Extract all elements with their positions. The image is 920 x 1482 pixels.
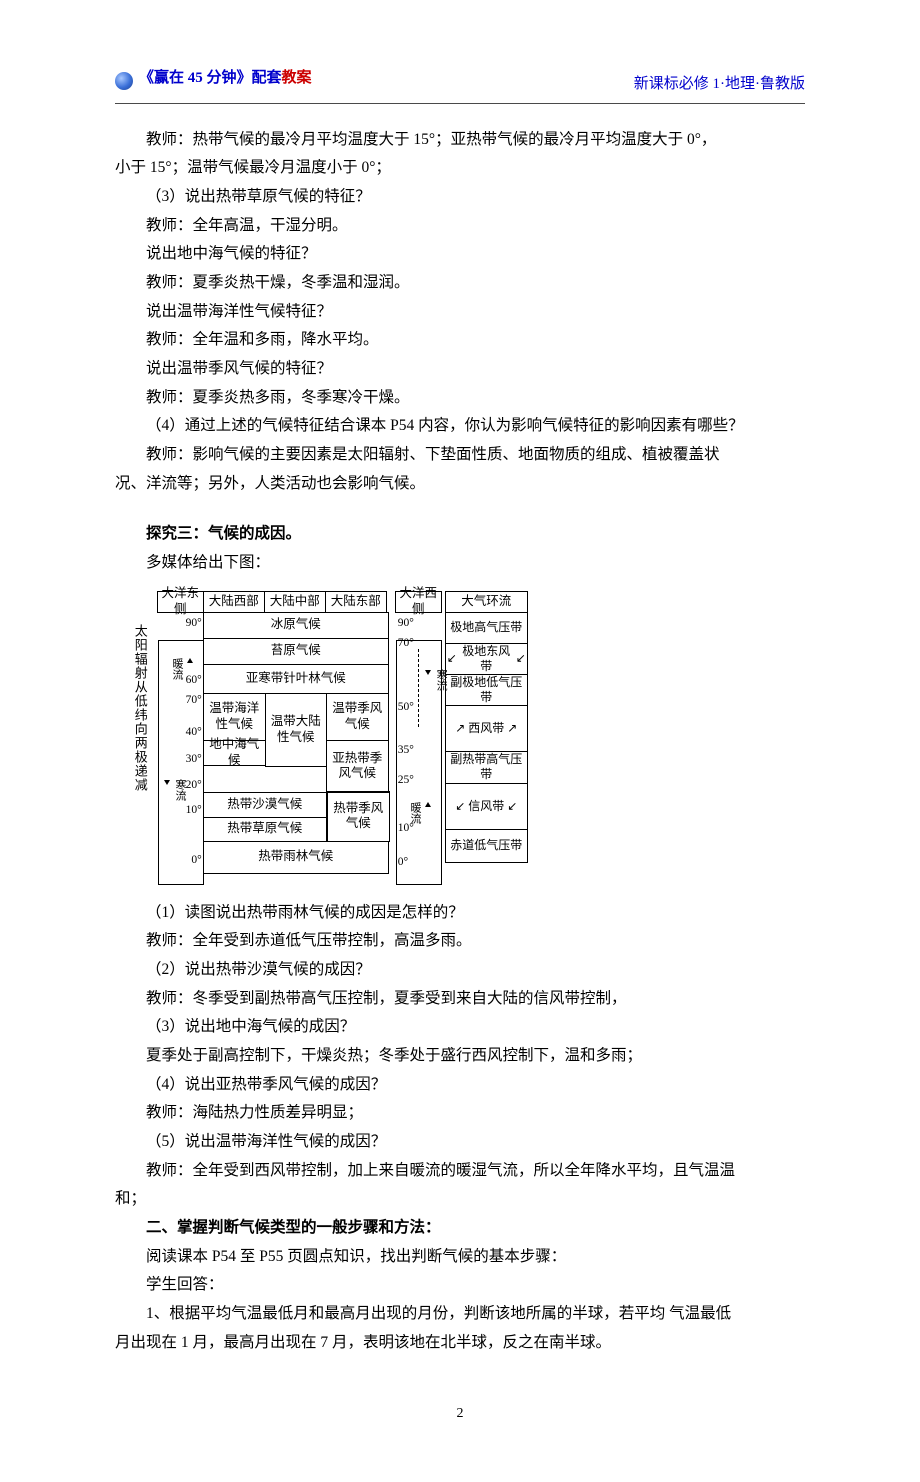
zone-ice: 冰原气候	[203, 612, 389, 639]
body-line: 教师：夏季炎热干燥，冬季温和湿润。	[115, 269, 805, 298]
header-divider	[115, 103, 805, 104]
body-line: 况、洋流等；另外，人类活动也会影响气候。	[115, 470, 805, 499]
body-line: （4）通过上述的气候特征结合课本 P54 内容，你认为影响气候特征的影响因素有哪…	[115, 412, 805, 441]
globe-icon	[115, 72, 133, 90]
circ-westerly: ↗ 西风带 ↗	[445, 705, 528, 752]
cold-current-label: 寒流	[425, 669, 457, 691]
qa-line: （5）说出温带海洋性气候的成因？	[115, 1128, 805, 1157]
lat-10: 10°	[186, 800, 202, 821]
lat-r-25: 25°	[398, 770, 414, 791]
hdr-ocean-east: 大洋东侧	[157, 591, 204, 613]
col-ocean-west: 大洋西侧 90° 70° 寒流 暖流 50° 35° 25° 10° 0°	[396, 592, 442, 885]
header-left: 《赢在 45 分钟》配套教案	[115, 65, 312, 93]
inquiry3-title: 探究三：气候的成因。	[115, 520, 805, 549]
inquiry3-sub: 多媒体给出下图：	[115, 549, 805, 578]
solar-radiation-label: 太阳辐射从低纬向两极递减	[128, 592, 152, 885]
col-land: 大陆西部 大陆中部 大陆东部 冰原气候 苔原气候 亚寒带针叶林气候 温带海洋性气…	[204, 592, 390, 885]
zone-savanna: 热带草原气候	[203, 817, 327, 842]
zone-tundra: 苔原气候	[203, 638, 389, 665]
zone-subarctic: 亚寒带针叶林气候	[203, 664, 389, 694]
qa-line: 教师：冬季受到副热带高气压控制，夏季受到来自大陆的信风带控制，	[115, 985, 805, 1014]
qa-line: 教师：全年受到赤道低气压带控制，高温多雨。	[115, 927, 805, 956]
body-line: 说出温带季风气候的特征？	[115, 355, 805, 384]
circ-subtr-high: 副热带高气压带	[445, 751, 528, 784]
circ-polar-high: 极地高气压带	[445, 612, 528, 644]
zone-temp-con: 温带大陆性气候	[265, 693, 327, 767]
lat-r-0: 0°	[398, 852, 408, 873]
section2-line: 学生回答：	[115, 1271, 805, 1300]
zone-desert: 热带沙漠气候	[203, 792, 327, 818]
section2-line: 阅读课本 P54 至 P55 页圆点知识，找出判断气候的基本步骤：	[115, 1243, 805, 1272]
section2-title: 二、掌握判断气候类型的一般步骤和方法：	[115, 1214, 805, 1243]
hdr-west: 大陆西部	[203, 591, 265, 613]
section2-tail: 月出现在 1 月，最高月出现在 7 月，表明该地在北半球，反之在南半球。	[115, 1329, 805, 1358]
lat-60: 60°	[186, 670, 202, 691]
header-right: 新课标必修 1·地理·鲁教版	[634, 71, 805, 99]
hdr-mid: 大陆中部	[264, 591, 326, 613]
body-line: 教师：全年温和多雨，降水平均。	[115, 326, 805, 355]
body-line: 教师：夏季炎热多雨，冬季寒冷干燥。	[115, 384, 805, 413]
page-number: 2	[115, 1401, 805, 1427]
zone-temp-mon: 温带季风气候	[326, 693, 389, 741]
body-line: 教师：全年高温，干湿分明。	[115, 212, 805, 241]
diagram-inner: 太阳辐射从低纬向两极递减 大洋东侧 90° 暖流 70° 寒流 60° 40° …	[128, 592, 793, 885]
body-line: 教师：影响气候的主要因素是太阳辐射、下垫面性质、地面物质的组成、植被覆盖状	[115, 441, 805, 470]
lat-r-50: 50°	[398, 697, 414, 718]
zone-temp-oce: 温带海洋性气候	[203, 693, 266, 741]
circ-eq-low: 赤道低气压带	[445, 829, 528, 863]
col-circulation: 大气环流 极地高气压带 ↙极地东风带↙ 副极地低气压带 ↗ 西风带 ↗ 副热带高…	[446, 592, 528, 885]
circ-polar-east: ↙极地东风带↙	[445, 643, 528, 675]
zone-trop-mon: 热带季风气候	[327, 791, 390, 842]
page-header: 《赢在 45 分钟》配套教案 新课标必修 1·地理·鲁教版	[115, 65, 805, 99]
header-left-red: 教案	[282, 65, 312, 93]
zone-med: 地中海气候	[203, 740, 266, 766]
lat-0: 0°	[191, 850, 201, 871]
qa-line: 夏季处于副高控制下，干燥炎热；冬季处于盛行西风控制下，温和多雨；	[115, 1042, 805, 1071]
qa-line: 教师：全年受到西风带控制，加上来自暖流的暖湿气流，所以全年降水平均，且气温温	[115, 1157, 805, 1186]
body-line: 教师：热带气候的最冷月平均温度大于 15°；亚热带气候的最冷月平均温度大于 0°…	[115, 126, 805, 155]
lat-r-35: 35°	[398, 740, 414, 761]
body-line: 说出温带海洋性气候特征？	[115, 298, 805, 327]
hdr-east: 大陆东部	[325, 591, 387, 613]
qa-line: （4）说出亚热带季风气候的成因？	[115, 1071, 805, 1100]
lat-30: 30°	[186, 749, 202, 770]
qa-line: （1）读图说出热带雨林气候的成因是怎样的？	[115, 899, 805, 928]
ocean-west-cold: 寒流	[396, 640, 442, 743]
climate-diagram: 太阳辐射从低纬向两极递减 大洋东侧 90° 暖流 70° 寒流 60° 40° …	[115, 592, 805, 885]
lat-20: 20°	[186, 775, 202, 796]
dash-line-icon	[418, 649, 419, 727]
body-line: （3）说出热带草原气候的特征？	[115, 183, 805, 212]
page: 《赢在 45 分钟》配套教案 新课标必修 1·地理·鲁教版 教师：热带气候的最冷…	[0, 0, 920, 1482]
qa-line: （2）说出热带沙漠气候的成因？	[115, 956, 805, 985]
circ-subpolar-low: 副极地低气压带	[445, 674, 528, 706]
lat-cell: 90°	[158, 613, 204, 640]
lat-r-90: 90°	[398, 613, 414, 634]
header-left-prefix: 《赢在 45 分钟》配套	[139, 65, 282, 93]
body-line: 说出地中海气候的特征？	[115, 240, 805, 269]
section2-line: 1、根据平均气温最低月和最高月出现的月份，判断该地所属的半球，若平均 气温最低	[115, 1300, 805, 1329]
qa-tail: 和；	[115, 1185, 805, 1214]
lat-r-10: 10°	[398, 818, 414, 839]
qa-line: 教师：海陆热力性质差异明显；	[115, 1099, 805, 1128]
hdr-ocean-west: 大洋西侧	[395, 591, 442, 613]
qa-line: （3）说出地中海气候的成因？	[115, 1013, 805, 1042]
hdr-circ: 大气环流	[445, 591, 528, 613]
body-line: 小于 15°；温带气候最冷月温度小于 0°；	[115, 154, 805, 183]
circ-trade: ↙ 信风带 ↙	[445, 783, 528, 830]
lat-40: 40°	[186, 722, 202, 743]
zone-rainforest: 热带雨林气候	[203, 841, 389, 874]
col-ocean-east: 大洋东侧 90° 暖流 70° 寒流 60° 40° 30° 20° 10° 0…	[158, 592, 204, 885]
